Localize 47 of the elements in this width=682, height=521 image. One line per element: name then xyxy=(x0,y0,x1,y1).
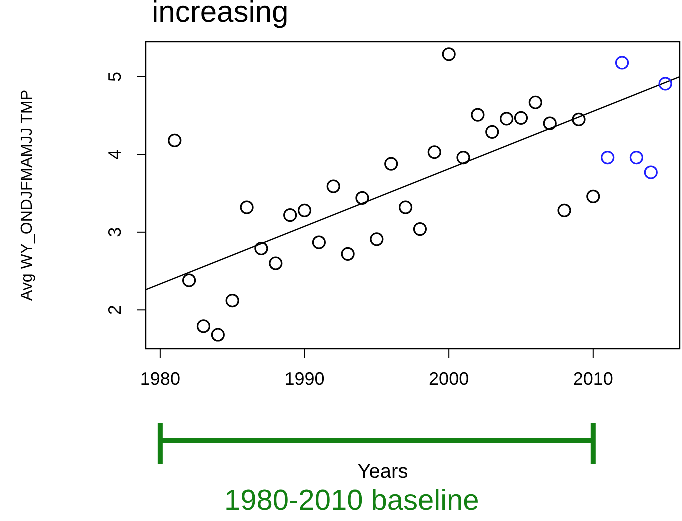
chart-title: increasing xyxy=(152,0,289,30)
point xyxy=(558,204,572,218)
point xyxy=(211,328,225,342)
point xyxy=(298,204,312,218)
point xyxy=(514,111,528,125)
point xyxy=(586,190,600,204)
point xyxy=(196,320,211,334)
x-axis-title: Years xyxy=(358,461,408,483)
point xyxy=(226,294,240,308)
x-tick-label: 1990 xyxy=(284,368,325,389)
point xyxy=(413,222,428,236)
point xyxy=(601,151,615,165)
point xyxy=(168,134,182,148)
point xyxy=(284,208,298,222)
point xyxy=(398,200,413,214)
point xyxy=(326,180,340,194)
point xyxy=(182,274,196,288)
x-tick-label: 2010 xyxy=(573,368,614,389)
y-axis-title: Avg WY_ONDJFMAMJJ TMP xyxy=(19,90,36,301)
point xyxy=(384,157,398,171)
point xyxy=(486,125,500,139)
point xyxy=(312,236,326,250)
point xyxy=(442,48,456,62)
point xyxy=(615,56,630,70)
point xyxy=(658,77,672,91)
point xyxy=(254,242,268,256)
point xyxy=(356,191,370,206)
text: 1980-2010 baseline xyxy=(224,485,480,517)
x-tick-label: 2000 xyxy=(429,368,470,389)
point xyxy=(572,112,586,127)
point xyxy=(500,112,514,126)
point xyxy=(428,146,442,160)
y-tick-label: 2 xyxy=(105,305,125,316)
point xyxy=(543,116,557,130)
point xyxy=(528,96,542,110)
point xyxy=(644,166,658,180)
point xyxy=(240,200,254,214)
x-tick-label: 1980 xyxy=(140,368,180,389)
point xyxy=(370,232,384,246)
y-tick-label: 4 xyxy=(105,150,125,160)
point xyxy=(341,247,355,261)
y-tick-label: 3 xyxy=(105,227,125,238)
point xyxy=(471,108,485,122)
point xyxy=(630,151,644,165)
y-tick-label: 5 xyxy=(105,72,125,82)
point xyxy=(456,151,470,165)
point xyxy=(269,256,283,270)
